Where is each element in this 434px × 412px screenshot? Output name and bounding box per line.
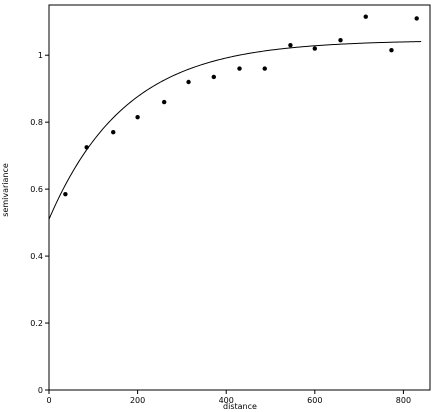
y-tick-label: 0.2 [30,319,43,328]
data-point [84,145,89,150]
data-point [363,14,368,19]
plot-frame [48,4,431,391]
y-axis: 0 0.2 0.4 0.6 0.8 1 [30,51,49,395]
y-axis-label: semivariance [1,163,10,217]
y-tick-label: 0.4 [30,252,43,261]
x-axis-label: distance [223,402,257,411]
x-tick-label: 0 [46,396,51,405]
data-points [63,14,419,197]
data-point [414,16,419,21]
data-point [262,66,267,71]
data-point [161,99,167,105]
data-point [288,42,293,48]
y-tick-label: 0.8 [30,118,43,127]
data-point [338,37,343,43]
y-tick-label: 0 [38,386,43,395]
y-tick-label: 1 [38,51,43,60]
x-tick-label: 800 [396,396,411,405]
data-point [211,74,217,80]
data-point [312,46,318,51]
x-tick-label: 600 [307,396,322,405]
x-tick-label: 400 [219,396,234,405]
y-tick-label: 0.6 [30,185,43,194]
x-axis: 0 200 400 600 800 [46,390,411,405]
data-point [135,114,140,120]
x-tick-label: 200 [130,396,145,405]
data-point [186,79,191,85]
data-point [389,47,394,53]
fitted-curve [48,41,422,220]
data-point [63,191,68,197]
data-point [111,130,116,135]
data-point [237,66,242,71]
